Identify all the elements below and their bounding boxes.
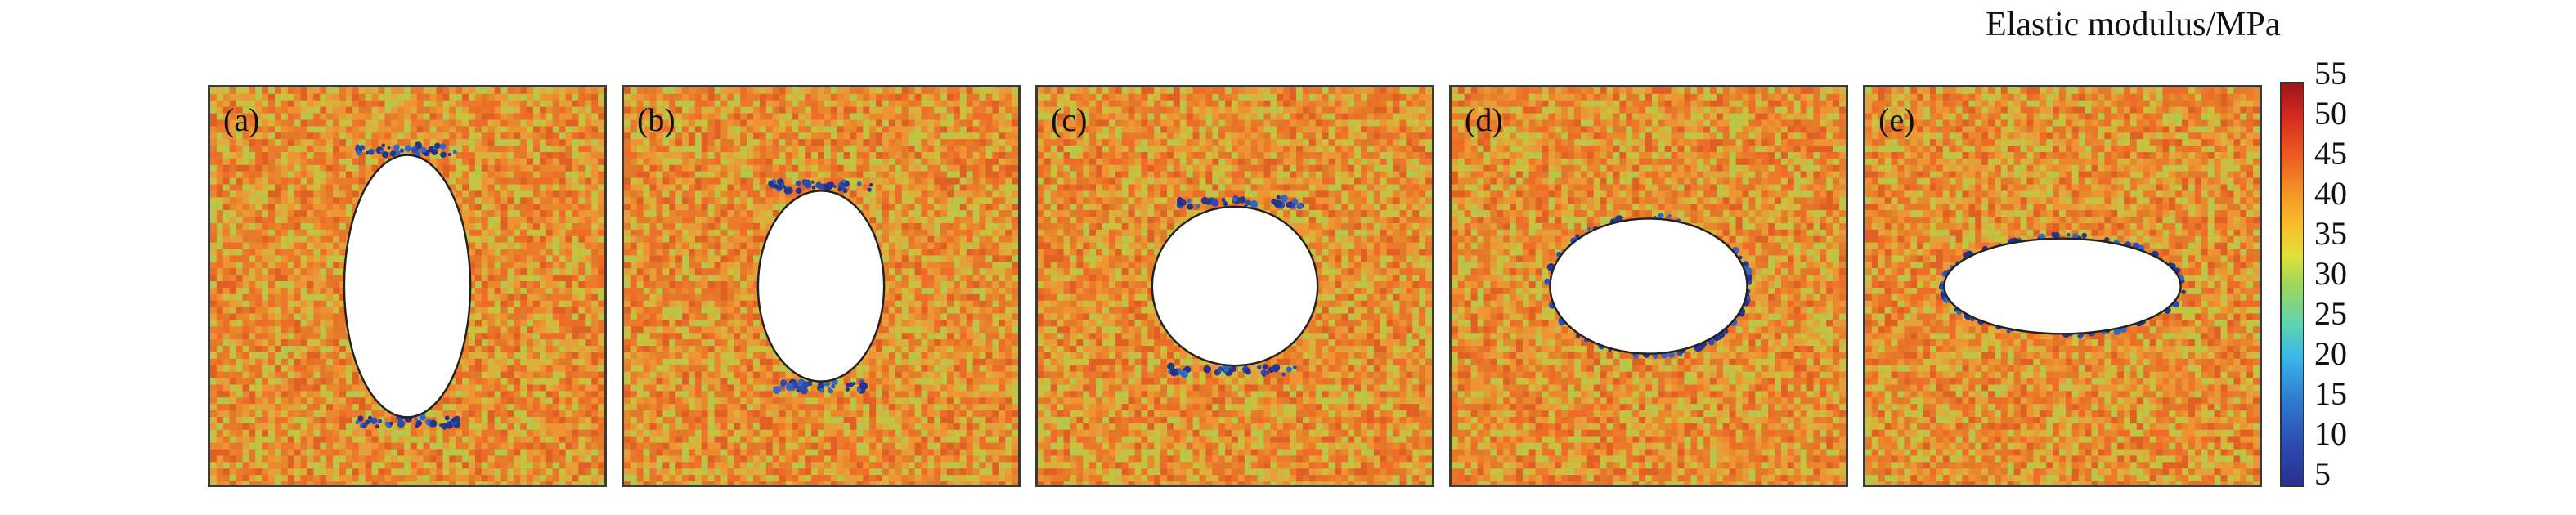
damage-zone	[354, 141, 461, 430]
colorbar-tick: 20	[2314, 335, 2347, 372]
colorbar-tick: 40	[2314, 175, 2347, 212]
modulus-field-a	[210, 87, 604, 485]
panel-label: (e)	[1878, 101, 1915, 138]
panel-a: (a)	[208, 85, 607, 487]
colorbar-tick: 45	[2314, 135, 2347, 172]
hole	[1549, 217, 1748, 355]
colorbar-tick: 50	[2314, 95, 2347, 132]
colorbar-tick: 25	[2314, 295, 2347, 332]
colorbar-title: Elastic modulus/MPa	[1986, 6, 2281, 43]
colorbar-tick: 10	[2314, 415, 2347, 452]
modulus-field-c	[1038, 87, 1432, 485]
damage-zone	[1167, 195, 1304, 378]
hole	[343, 154, 472, 419]
modulus-field-b	[624, 87, 1018, 485]
colorbar-tick: 5	[2314, 455, 2331, 492]
panel-label: (a)	[223, 101, 260, 138]
colorbar-tick: 55	[2314, 55, 2347, 92]
panel-label: (d)	[1465, 101, 1503, 138]
panel-label: (b)	[637, 101, 675, 138]
panel-e: (e)	[1863, 85, 2262, 487]
colorbar	[2280, 82, 2304, 487]
panel-d: (d)	[1449, 85, 1848, 487]
colorbar-tick: 15	[2314, 375, 2347, 412]
panel-c: (c)	[1035, 85, 1434, 487]
hole	[1943, 237, 2182, 335]
modulus-field-e	[1865, 87, 2260, 485]
colorbar-tick: 30	[2314, 255, 2347, 292]
modulus-field-d	[1452, 87, 1846, 485]
hole	[1151, 205, 1319, 367]
damage-zone	[768, 178, 873, 395]
panel-b: (b)	[622, 85, 1021, 487]
panel-label: (c)	[1051, 101, 1088, 138]
colorbar-tick: 35	[2314, 215, 2347, 252]
hole	[756, 190, 886, 383]
